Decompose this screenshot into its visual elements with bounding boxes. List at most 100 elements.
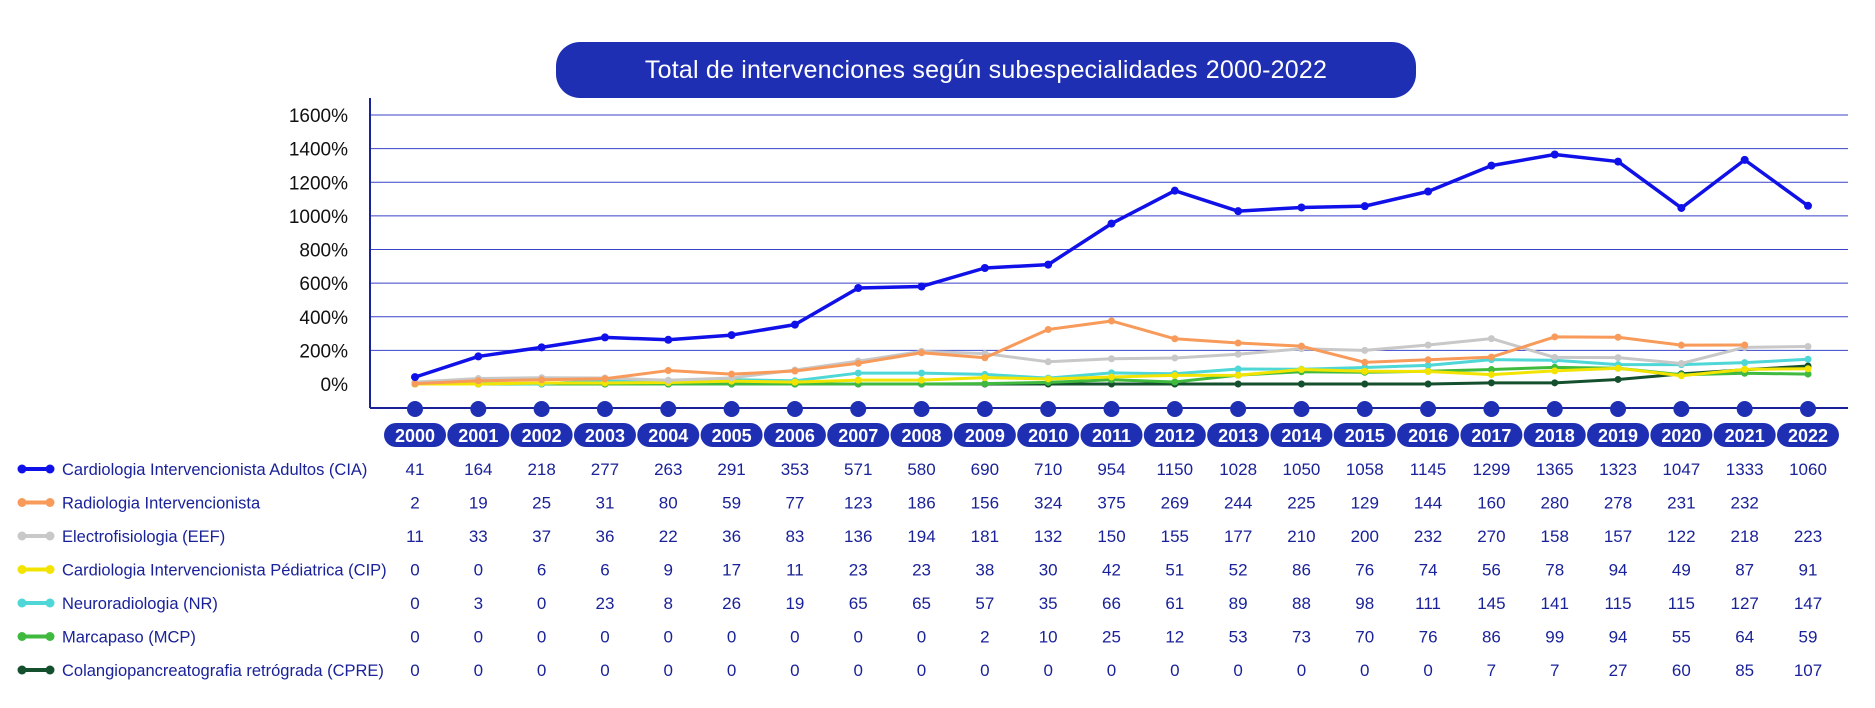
year-pill: [700, 423, 763, 447]
x-tick-label: 2019: [1598, 426, 1638, 446]
year-pill: [637, 423, 700, 447]
y-tick-label: 1000%: [289, 207, 348, 228]
year-pill: [1270, 423, 1333, 447]
table-cell: 19: [785, 594, 804, 613]
table-cell: 1050: [1283, 460, 1321, 479]
table-cell: 145: [1477, 594, 1505, 613]
data-point: [1234, 371, 1242, 379]
table-cell: 136: [844, 527, 872, 546]
table-cell: 80: [659, 494, 678, 513]
table-cell: 1365: [1536, 460, 1574, 479]
data-point: [1108, 317, 1115, 325]
data-point: [1487, 366, 1495, 374]
data-point: [1234, 380, 1242, 388]
x-axis-dot: [913, 401, 930, 417]
data-point: [1677, 359, 1685, 367]
table-cell: 8: [664, 594, 673, 613]
data-point: [1044, 375, 1052, 383]
table-cell: 218: [1730, 527, 1758, 546]
table-cell: 73: [1292, 628, 1311, 647]
data-point: [1234, 207, 1243, 216]
table-cell: 115: [1604, 594, 1631, 613]
x-tick-label: 2015: [1345, 426, 1385, 446]
year-pill: [1713, 423, 1776, 447]
x-tick-label: 2002: [522, 426, 562, 446]
year-pill: [1397, 423, 1460, 447]
table-cell: 98: [1355, 594, 1374, 613]
table-row: Electrofisiologia (EEF) 11 33 37 36 22 36 83 136…: [17, 527, 1822, 546]
y-tick-label: 1600%: [289, 106, 348, 127]
table-cell: 0: [537, 594, 546, 613]
x-tick-label: 2013: [1218, 426, 1258, 446]
table-cell: 76: [1355, 561, 1374, 580]
table-cell: 83: [785, 527, 804, 546]
table-cell: 0: [853, 661, 862, 680]
data-point: [664, 376, 672, 384]
table-cell: 0: [727, 661, 736, 680]
table-cell: 107: [1794, 661, 1822, 680]
table-cell: 0: [664, 628, 673, 647]
table-cell: 231: [1667, 494, 1695, 513]
table-cell: 0: [1297, 661, 1306, 680]
data-point: [1171, 378, 1179, 386]
data-point: [981, 380, 989, 388]
table-cell: 0: [1107, 661, 1116, 680]
data-point: [1677, 203, 1686, 212]
data-point: [474, 352, 483, 361]
data-point: [1804, 365, 1812, 373]
table-cell: 123: [844, 494, 872, 513]
data-point: [1487, 371, 1495, 379]
data-point: [538, 376, 546, 384]
table-row: Cardiologia Intervencionista Pédiatrica …: [17, 561, 1817, 580]
table-cell: 0: [853, 628, 862, 647]
data-point: [1424, 361, 1432, 369]
table-cell: 0: [1423, 661, 1432, 680]
data-point: [1551, 333, 1559, 341]
data-point: [1614, 375, 1622, 383]
table-cell: 31: [595, 494, 614, 513]
data-point: [981, 374, 989, 382]
table-cell: 141: [1541, 594, 1569, 613]
x-tick-label: 2022: [1788, 426, 1828, 446]
table-cell: 0: [410, 561, 419, 580]
x-axis-dot: [1673, 401, 1690, 417]
table-cell: 0: [600, 628, 609, 647]
data-point: [980, 263, 989, 272]
data-point: [1487, 335, 1495, 343]
data-point: [1360, 202, 1369, 211]
data-point: [1487, 161, 1496, 170]
table-cell: 26: [722, 594, 741, 613]
table-cell: 144: [1414, 494, 1442, 513]
data-point: [1108, 355, 1115, 363]
data-point: [1107, 219, 1116, 228]
data-point: [1614, 354, 1622, 362]
table-cell: 94: [1609, 561, 1628, 580]
data-point: [1424, 380, 1432, 388]
table-cell: 25: [532, 494, 551, 513]
table-cell: 78: [1545, 561, 1564, 580]
table-cell: 0: [537, 628, 546, 647]
x-tick-label: 2006: [775, 426, 815, 446]
data-point: [1740, 155, 1749, 164]
legend-label: Neuroradiologia (NR): [62, 595, 218, 613]
x-axis-dot: [850, 401, 867, 417]
year-pill: [953, 423, 1016, 447]
data-point: [917, 282, 926, 291]
table-cell: 200: [1351, 527, 1379, 546]
legend-marker-icon: [17, 565, 27, 574]
x-axis-dot: [533, 401, 550, 417]
table-cell: 66: [1102, 594, 1121, 613]
year-pill: [1587, 423, 1650, 447]
data-point: [1044, 326, 1052, 334]
data-point: [1297, 366, 1305, 374]
table-cell: 36: [722, 527, 741, 546]
grid-lines: [370, 114, 1848, 351]
data-point: [1044, 358, 1052, 366]
legend-marker-icon: [17, 498, 27, 507]
x-axis-dot: [1230, 401, 1247, 417]
table-cell: 954: [1097, 460, 1125, 479]
x-axis-dot: [1356, 401, 1373, 417]
x-axis-dot: [1420, 401, 1437, 417]
data-point: [1487, 353, 1495, 361]
x-tick-label: 2011: [1092, 426, 1131, 446]
